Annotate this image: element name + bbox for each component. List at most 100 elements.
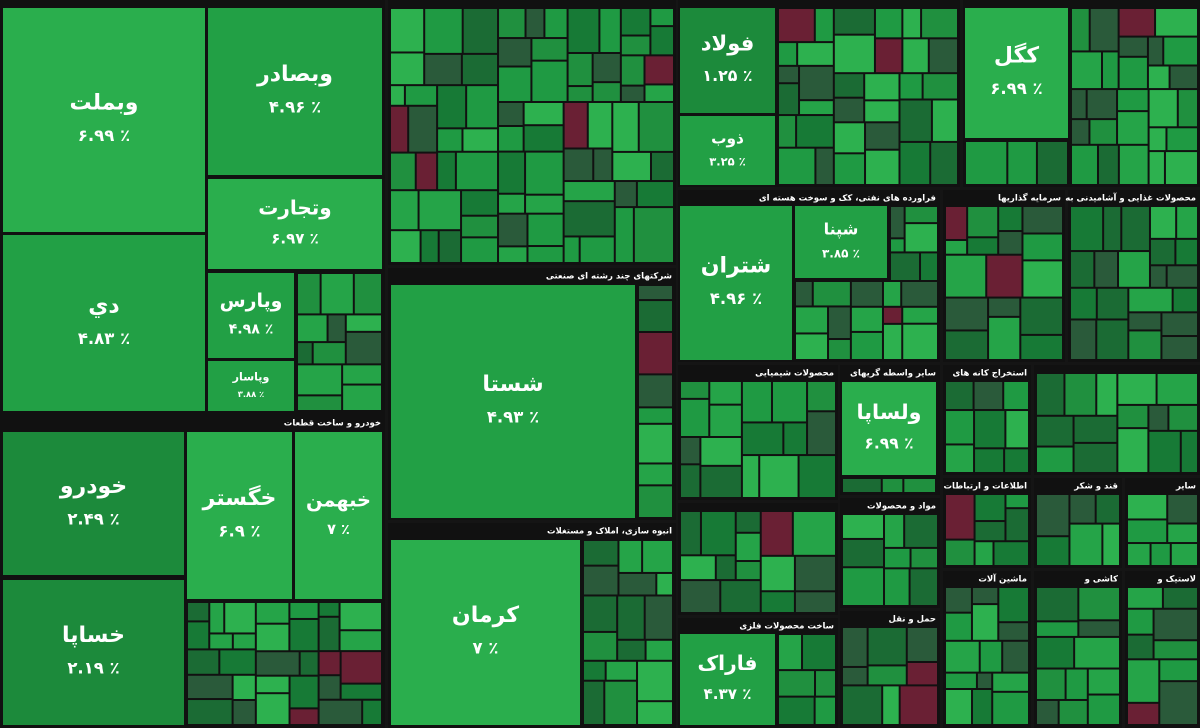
filler-tile xyxy=(946,207,967,239)
filler-tile xyxy=(319,617,339,651)
stock-change: ۲.۱۹ ٪ xyxy=(67,659,119,678)
filler-tile xyxy=(999,232,1022,254)
filler-tile xyxy=(1037,374,1064,415)
filler-tile xyxy=(903,39,928,73)
stock-change: ۴.۹۸ ٪ xyxy=(229,322,274,338)
filler-tile xyxy=(391,231,420,262)
filler-tile xyxy=(907,662,937,685)
filler-tile xyxy=(1150,239,1175,265)
filler-tile xyxy=(946,689,972,724)
filler-tile xyxy=(989,317,1020,359)
filler-tile xyxy=(298,396,342,410)
filler-tile xyxy=(968,238,998,254)
filler-tile xyxy=(843,479,881,492)
filler-tile xyxy=(606,661,637,680)
filler-tile xyxy=(462,238,498,262)
filler-tile xyxy=(779,671,815,696)
filler-tile xyxy=(900,74,922,99)
filler-tile xyxy=(638,702,672,724)
filler-tile xyxy=(439,231,461,262)
filler-tile xyxy=(639,301,672,331)
filler-tile xyxy=(900,686,937,724)
filler-tile xyxy=(931,142,957,184)
filler-tile xyxy=(929,39,957,73)
filler-tile xyxy=(584,596,617,631)
filler-tile xyxy=(643,541,672,572)
filler-tile xyxy=(851,332,882,359)
filler-tile xyxy=(499,214,527,246)
filler-tile xyxy=(993,692,1028,724)
filler-tile xyxy=(903,307,937,323)
filler-tile xyxy=(256,624,289,651)
filler-tile xyxy=(462,216,498,237)
filler-tile xyxy=(808,412,835,455)
filler-tile xyxy=(1150,207,1176,238)
filler-tile xyxy=(1037,142,1067,184)
filler-tile xyxy=(1074,416,1117,442)
stock-tile xyxy=(3,432,184,575)
filler-tile xyxy=(1004,382,1028,410)
filler-tile xyxy=(1023,261,1062,297)
filler-tile xyxy=(829,307,850,339)
stock-name: وتجارت xyxy=(258,196,331,220)
filler-tile xyxy=(319,603,339,616)
stock-tile xyxy=(680,634,775,725)
stock-tile xyxy=(295,432,382,599)
filler-tile xyxy=(701,466,741,497)
group-title: فراورده های نفتی، کک و سوخت هسته ای xyxy=(759,194,936,204)
stock-name: خبهمن xyxy=(306,489,371,512)
filler-tile xyxy=(1066,669,1087,699)
filler-tile xyxy=(1070,495,1095,523)
stock-name: خساپا xyxy=(62,623,125,648)
filler-tile xyxy=(994,542,1028,565)
filler-tile xyxy=(1065,374,1096,415)
filler-tile xyxy=(1006,411,1028,448)
filler-tile xyxy=(499,194,525,213)
filler-tile xyxy=(532,61,567,101)
filler-tile xyxy=(256,603,289,623)
filler-tile xyxy=(975,411,1005,448)
filler-tile xyxy=(298,274,320,314)
filler-tile xyxy=(1071,252,1094,287)
stock-change: ۴.۹۶ ٪ xyxy=(269,98,321,117)
filler-tile xyxy=(593,53,620,82)
stock-tile xyxy=(680,206,792,360)
filler-tile xyxy=(834,123,865,153)
filler-tile xyxy=(1149,90,1177,127)
filler-tile xyxy=(343,365,381,384)
filler-tile xyxy=(1070,524,1102,565)
filler-tile xyxy=(843,568,884,605)
filler-tile xyxy=(977,673,992,688)
filler-tile xyxy=(1103,524,1119,565)
filler-tile xyxy=(902,282,937,306)
filler-tile xyxy=(1071,207,1103,251)
filler-tile xyxy=(615,182,636,207)
filler-tile xyxy=(391,153,415,190)
filler-tile xyxy=(760,456,798,497)
filler-tile xyxy=(903,324,937,359)
filler-tile xyxy=(904,479,935,492)
filler-tile xyxy=(815,9,833,42)
filler-tile xyxy=(975,449,1004,472)
filler-tile xyxy=(593,83,620,101)
stock-change: ۶.۹۷ ٪ xyxy=(271,230,319,248)
filler-tile xyxy=(1037,416,1073,446)
filler-tile xyxy=(968,207,998,237)
filler-tile xyxy=(526,9,544,38)
filler-tile xyxy=(1149,431,1180,472)
filler-tile xyxy=(875,39,902,73)
filler-tile xyxy=(1021,335,1062,359)
filler-tile xyxy=(568,9,599,52)
filler-tile xyxy=(564,202,614,236)
filler-tile xyxy=(1118,429,1148,472)
filler-tile xyxy=(779,116,796,147)
filler-tile xyxy=(639,102,673,151)
filler-tile xyxy=(1160,682,1197,724)
filler-tile xyxy=(1118,90,1148,111)
filler-tile xyxy=(797,116,833,147)
filler-tile xyxy=(1088,695,1119,724)
stock-tile xyxy=(965,8,1068,138)
filler-tile xyxy=(681,382,709,398)
stock-change: ۷ ٪ xyxy=(473,639,499,658)
